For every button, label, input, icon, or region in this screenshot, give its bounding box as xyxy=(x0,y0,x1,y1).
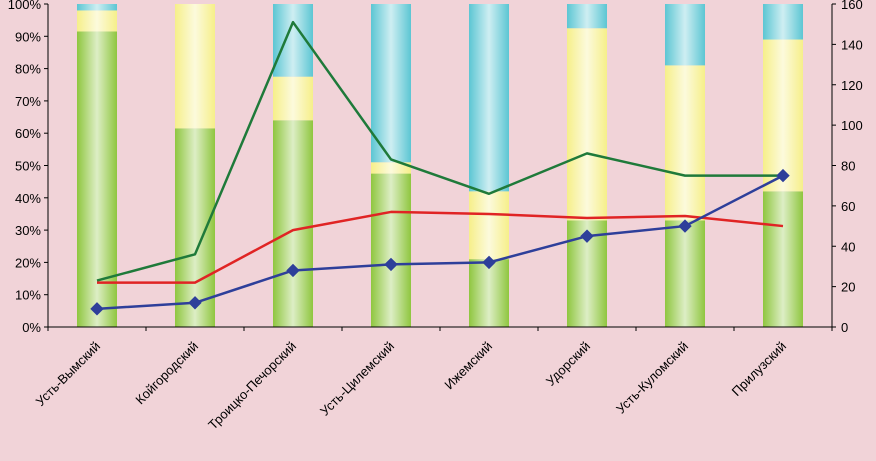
line-series-3-point xyxy=(580,229,594,243)
bar-3-1 xyxy=(77,4,117,11)
y-right-tick-label: 120 xyxy=(841,78,863,93)
bar-1-8 xyxy=(763,191,803,327)
bar-3-5 xyxy=(469,4,509,192)
bar-1-2 xyxy=(175,128,215,327)
x-tick-label: Усть-Цилемский xyxy=(317,339,397,419)
y-right-tick-label: 80 xyxy=(841,159,855,174)
line-series-3-point xyxy=(286,263,300,278)
y-left-tick-label: 0% xyxy=(22,320,41,335)
bar-1-7 xyxy=(665,220,705,327)
line-series-3-point xyxy=(90,302,104,316)
bar-3-7 xyxy=(665,4,705,66)
y-left-tick-label: 90% xyxy=(15,29,41,44)
bar-2-4 xyxy=(371,162,411,174)
x-tick-label: Удорский xyxy=(543,339,593,389)
y-left-tick-label: 100% xyxy=(8,0,42,12)
x-tick-label: Усть-Вымский xyxy=(33,339,103,409)
y-right-tick-label: 160 xyxy=(841,0,863,12)
labels-layer: 0% 10% 20% 30% 40% 50% 60% 70% 80% 90% 100% 0 20 40 60… xyxy=(8,0,863,432)
bar-2-6 xyxy=(567,28,607,221)
x-tick-label: Койгородский xyxy=(132,339,201,408)
line-series-3-point xyxy=(776,168,790,183)
y-right-tick-label: 0 xyxy=(841,320,848,335)
bar-1-5 xyxy=(469,259,509,327)
y-left-tick-label: 80% xyxy=(15,62,41,77)
y-left-tick-label: 10% xyxy=(15,288,41,303)
y-right-tick-label: 140 xyxy=(841,37,863,52)
bar-3-8 xyxy=(763,4,803,40)
bar-2-5 xyxy=(469,191,509,260)
x-tick-label: Ижемский xyxy=(441,339,495,393)
bar-2-2 xyxy=(175,4,215,129)
y-left-tick-label: 30% xyxy=(15,223,41,238)
y-left-tick-label: 50% xyxy=(15,159,41,174)
axes-layer xyxy=(44,3,836,331)
line-series-1 xyxy=(96,20,783,282)
line-series-3-point xyxy=(678,219,692,233)
y-right-tick-label: 40 xyxy=(841,239,855,254)
bar-3-6 xyxy=(567,4,607,29)
y-left-tick-label: 70% xyxy=(15,94,41,109)
bar-1-3 xyxy=(273,120,313,327)
bar-1-4 xyxy=(371,173,411,327)
line-series-3-point xyxy=(188,296,202,310)
y-right-tick-label: 100 xyxy=(841,118,863,133)
y-left-tick-label: 20% xyxy=(15,255,41,270)
bars-layer xyxy=(77,4,803,328)
bar-2-1 xyxy=(77,10,117,32)
y-left-tick-label: 40% xyxy=(15,191,41,206)
bar-3-4 xyxy=(371,4,411,163)
x-tick-label: Троицко-Печорский xyxy=(205,339,299,433)
line-series-3-point xyxy=(384,257,398,272)
line-series-2 xyxy=(97,210,784,284)
bar-2-8 xyxy=(763,39,803,192)
y-left-tick-label: 60% xyxy=(15,126,41,141)
y-right-tick-label: 60 xyxy=(841,199,855,214)
lines-layer xyxy=(90,20,790,316)
x-tick-label: Прилузский xyxy=(729,339,789,399)
line-series-3 xyxy=(96,174,784,311)
bar-2-7 xyxy=(665,65,705,221)
x-tick-label: Усть-Куломский xyxy=(613,339,691,417)
y-right-tick-label: 20 xyxy=(841,280,855,295)
line-series-3-point xyxy=(482,255,496,270)
bar-2-3 xyxy=(273,76,313,121)
